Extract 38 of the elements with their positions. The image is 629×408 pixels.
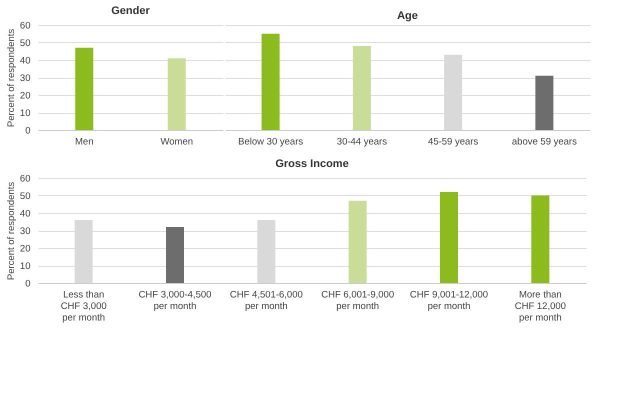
x-tick-label: CHF 3,000-4,500 per month (138, 290, 212, 312)
y-tick-label: 0 (25, 278, 30, 290)
chart-title: Gender (111, 5, 150, 17)
x-tick-label: CHF 9,001-12,000 per month (410, 290, 488, 312)
chart-title: Age (397, 10, 418, 22)
y-tick-label: 40 (20, 208, 30, 220)
y-tick-label: 30 (20, 226, 30, 237)
bar (352, 46, 371, 130)
x-tick-label: Below 30 years (238, 136, 304, 148)
x-tick-label: Men (75, 136, 94, 148)
y-tick-label: 20 (20, 244, 30, 254)
bar (348, 200, 367, 283)
x-tick-label: CHF 6,001-9,000 per month (321, 290, 394, 312)
y-axis-title: Percent of respondents (6, 28, 17, 128)
y-tick-label: 60 (20, 20, 30, 32)
y-tick-label: 0 (25, 126, 30, 136)
y-tick-label: 10 (20, 108, 30, 119)
x-tick-label: More than CHF 12,000 per month (514, 290, 566, 324)
y-tick-label: 30 (20, 73, 30, 84)
y-axis-title: Percent of respondents (6, 182, 17, 280)
bar (166, 227, 184, 283)
y-tick-label: 20 (20, 90, 30, 102)
y-tick-label: 50 (20, 191, 30, 202)
y-tick-label: 60 (20, 174, 30, 184)
bar (440, 192, 458, 283)
x-tick-label: Less than CHF 3,000 per month (60, 290, 107, 324)
y-tick-label: 40 (20, 56, 30, 66)
x-tick-label: 45-59 years (428, 136, 478, 148)
x-tick-label: above 59 years (512, 136, 578, 148)
chart-title: Gross Income (275, 158, 349, 170)
x-tick-label: 30-44 years (336, 136, 388, 148)
y-tick-label: 10 (20, 261, 30, 272)
bar (531, 196, 550, 283)
x-tick-label: Women (160, 136, 194, 148)
bar (535, 76, 554, 130)
y-tick-label: 50 (20, 38, 30, 49)
x-tick-label: CHF 4,501-6,000 per month (230, 290, 303, 312)
bar (262, 34, 280, 130)
